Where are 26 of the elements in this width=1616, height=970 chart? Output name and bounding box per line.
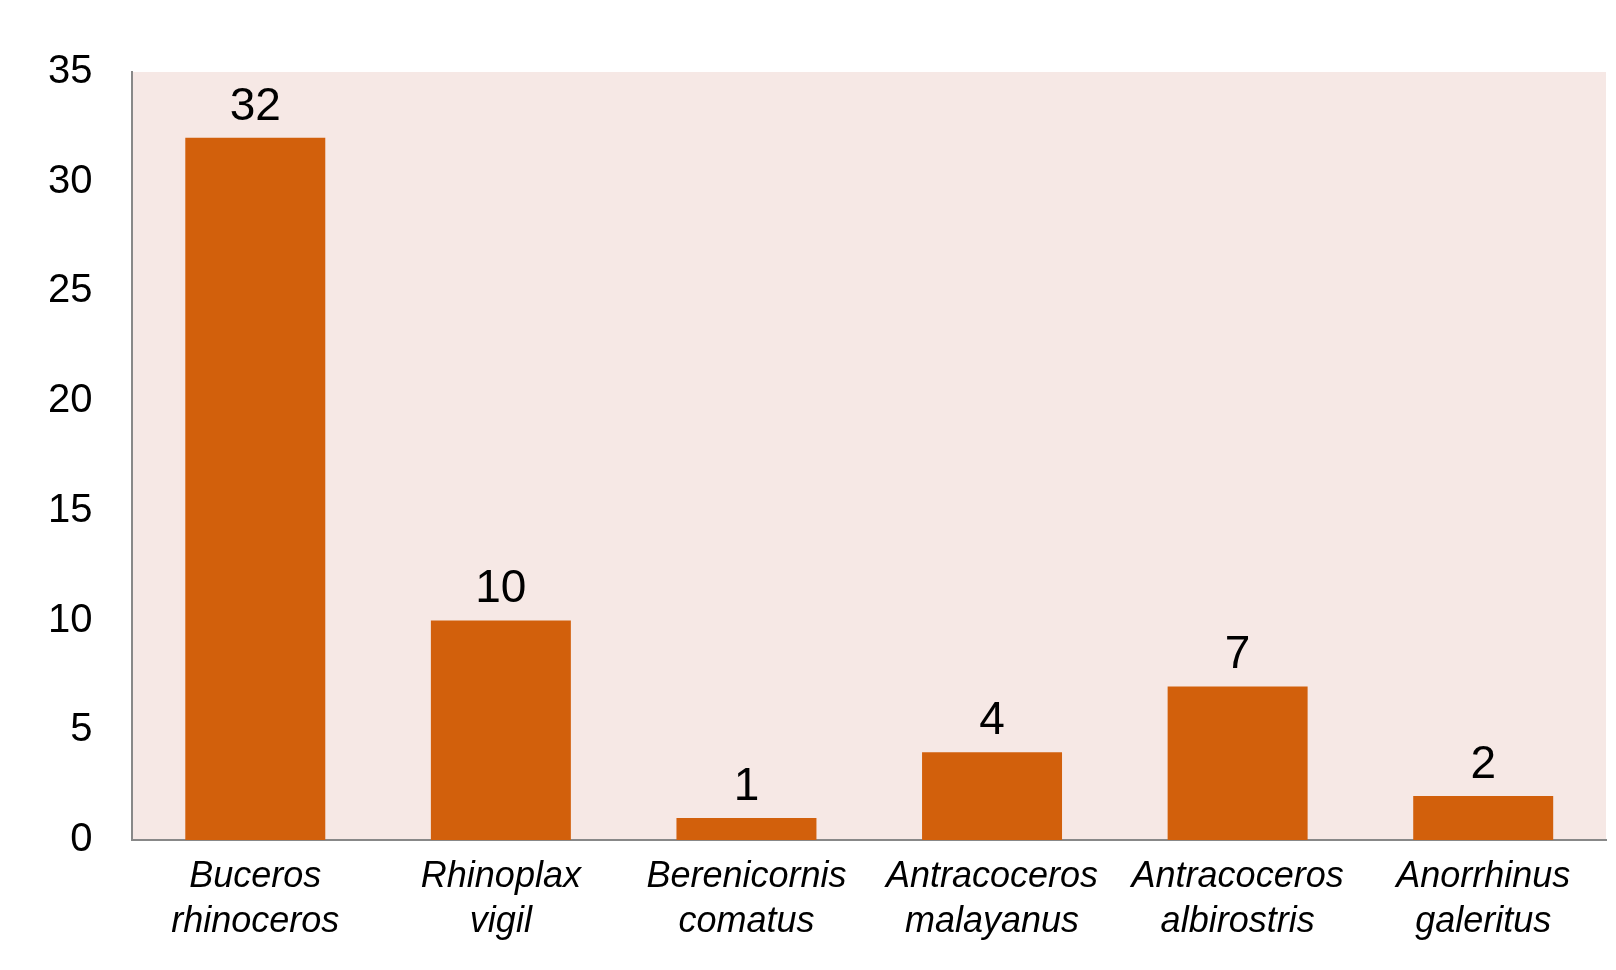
y-tick-label: 15 (47, 485, 93, 530)
data-label: 32 (229, 77, 281, 130)
bar (185, 137, 326, 840)
bar (430, 620, 571, 840)
y-tick-label: 20 (47, 376, 93, 421)
y-tick-label: 25 (47, 266, 93, 311)
data-label: 7 (1224, 626, 1251, 679)
x-tick-label: Rhinoplax vigil (420, 853, 583, 940)
x-tick-label: Anorrhinus galeritus (1394, 853, 1571, 940)
bar (922, 752, 1063, 840)
data-label: 1 (733, 757, 760, 810)
data-label: 10 (475, 560, 527, 613)
y-tick-label: 35 (47, 47, 93, 92)
bar (1413, 796, 1554, 840)
x-tick-label: Berenicornis comatus (646, 853, 847, 940)
x-tick-label: Antracoceros albirostris (1129, 853, 1344, 940)
bar (676, 818, 817, 840)
y-tick-label: 10 (47, 595, 93, 640)
y-tick-label: 5 (70, 705, 93, 750)
data-label: 4 (979, 691, 1005, 744)
y-tick-label: 0 (70, 815, 93, 860)
bar (1167, 686, 1308, 840)
data-label: 2 (1470, 735, 1496, 788)
x-tick-label: Buceros rhinoceros (171, 853, 340, 940)
y-tick-label: 30 (47, 156, 93, 201)
x-tick-label: Antracoceros malayanus (883, 853, 1099, 940)
